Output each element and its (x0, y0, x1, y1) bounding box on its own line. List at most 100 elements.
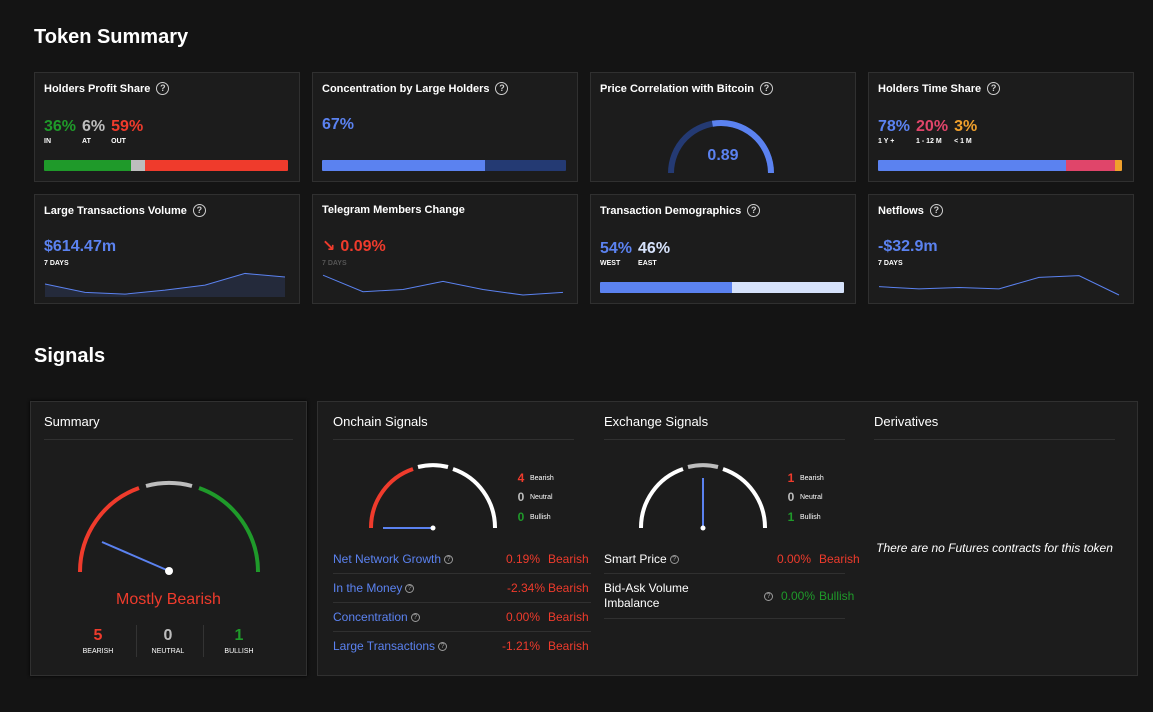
bar-segment (130, 160, 146, 171)
signal-row-concentration[interactable]: Concentration? 0.00% Bearish (333, 610, 591, 624)
summary-bullish-count: 1 (234, 627, 244, 644)
telegram-card: Telegram Members Change ↘ 0.09% 7 DAYS (312, 194, 578, 304)
time-1m-value: 3% (954, 118, 978, 135)
bar-segment (878, 160, 1067, 171)
price-correlation-card: Price Correlation with Bitcoin ? 0.89 (590, 72, 856, 182)
help-icon[interactable]: ? (763, 591, 773, 601)
divider (203, 625, 204, 657)
help-icon[interactable]: ? (495, 82, 509, 95)
signal-status: Bearish (548, 610, 589, 624)
summary-neutral-label: NEUTRAL (151, 648, 185, 655)
signal-percent: 0.00% (776, 552, 811, 566)
divider (333, 631, 591, 632)
west-label: WEST (600, 260, 621, 267)
concentration-bar (322, 160, 566, 171)
signal-status: Bullish (819, 589, 855, 603)
bar-segment (44, 160, 131, 171)
correlation-gauge-fill (711, 120, 774, 174)
summary-bearish-count: 5 (93, 627, 103, 644)
netflows-value: -$32.9m (878, 238, 938, 255)
summary-neutral-count: 0 (163, 627, 173, 644)
signal-row-smart-price[interactable]: Smart Price? 0.00% Bearish (604, 552, 862, 566)
help-icon[interactable]: ? (929, 204, 943, 217)
holders-time-share-title: Holders Time Share (878, 82, 982, 95)
sparkline-line (322, 274, 564, 296)
help-icon[interactable]: ? (156, 82, 170, 95)
signal-row-net-network-growth[interactable]: Net Network Growth? 0.19% Bearish (333, 552, 591, 566)
signal-name[interactable]: Large Transactions (333, 639, 436, 653)
profit-in-value: 36% (44, 118, 77, 135)
exchange-bearish-count: 1 (787, 471, 795, 485)
exchange-bullish-label: Bullish (800, 513, 821, 521)
signal-name[interactable]: Net Network Growth (333, 552, 442, 566)
help-icon[interactable]: ? (192, 204, 206, 217)
sparkline-area (45, 273, 285, 297)
exchange-neutral-label: Neutral (800, 493, 823, 501)
bar-segment (731, 282, 844, 293)
signal-status: Bearish (548, 552, 589, 566)
gauge-bullish-arc (452, 467, 498, 529)
onchain-neutral-count: 0 (517, 490, 525, 504)
transaction-demographics-title: Transaction Demographics (600, 204, 742, 217)
divider (604, 573, 845, 574)
onchain-bullish-label: Bullish (530, 513, 551, 521)
large-transactions-card: Large Transactions Volume ? $614.47m 7 D… (34, 194, 300, 304)
telegram-sparkline (322, 274, 564, 296)
gauge-bullish-arc (722, 467, 768, 529)
derivatives-title: Derivatives (874, 414, 939, 429)
holders-time-bar (878, 160, 1122, 171)
exchange-neutral-count: 0 (787, 490, 795, 504)
signal-status: Bearish (819, 552, 860, 566)
signal-row-large-transactions[interactable]: Large Transactions? -1.21% Bearish (333, 639, 591, 653)
help-icon[interactable]: ? (747, 204, 761, 217)
exchange-bearish-label: Bearish (800, 474, 824, 482)
east-value: 46% (638, 240, 671, 257)
summary-gauge (77, 480, 261, 575)
gauge-neutral-arc (145, 480, 193, 488)
signals-summary-card: Summary Mostly Bearish 5 BEARISH 0 NEUTR… (30, 401, 307, 676)
help-icon[interactable]: ? (410, 613, 420, 623)
gauge-bearish-arc (638, 467, 684, 529)
signal-name[interactable]: Smart Price (604, 552, 667, 566)
concentration-bar-fill (322, 160, 486, 171)
help-icon[interactable]: ? (438, 642, 448, 652)
help-icon[interactable]: ? (405, 584, 415, 594)
help-icon[interactable]: ? (669, 555, 679, 565)
token-summary-heading: Token Summary (34, 26, 189, 48)
signal-row-bid-ask-volume-imbalance[interactable]: Bid-Ask Volume Imbalance ? 0.00% Bullish (604, 581, 862, 611)
signal-name[interactable]: Concentration (333, 610, 408, 624)
bar-segment (1114, 160, 1122, 171)
sparkline-line (878, 275, 1120, 296)
help-icon[interactable]: ? (444, 555, 454, 565)
period-label: 7 DAYS (878, 260, 903, 267)
holders-time-share-card: Holders Time Share ? 78% 1 Y + 20% 1 - 12 … (868, 72, 1134, 182)
large-transactions-sparkline (44, 272, 286, 297)
transaction-demographics-card: Transaction Demographics ? 54% WEST 46% EA… (590, 194, 856, 304)
demographics-bar (600, 282, 844, 293)
signal-row-in-the-money[interactable]: In the Money? -2.34% Bearish (333, 581, 591, 595)
price-correlation-title: Price Correlation with Bitcoin (600, 82, 755, 95)
telegram-value: 0.09% (340, 238, 386, 255)
signals-detail-card: Onchain Signals 4 Bearish 0 Neutral 0 Bulli… (317, 401, 1138, 676)
divider (44, 439, 293, 440)
help-icon[interactable]: ? (760, 82, 774, 95)
help-icon[interactable]: ? (987, 82, 1001, 95)
signal-status: Bearish (548, 581, 589, 595)
summary-bearish-label: BEARISH (82, 648, 114, 655)
signal-percent: 0.00% (505, 610, 540, 624)
gauge-neutral-arc (417, 463, 449, 469)
signal-status: Bearish (548, 639, 589, 653)
gauge-neutral-arc (687, 463, 719, 469)
signal-percent: -1.21% (501, 639, 540, 653)
signal-name[interactable]: In the Money (333, 581, 403, 595)
profit-out-value: 59% (111, 118, 144, 135)
telegram-title: Telegram Members Change (322, 204, 465, 216)
signal-name[interactable]: Bid-Ask Volume Imbalance (604, 581, 689, 610)
gauge-needle (101, 541, 170, 572)
netflows-sparkline (878, 275, 1120, 296)
signal-percent: 0.00% (780, 589, 815, 603)
onchain-bullish-count: 0 (517, 510, 525, 524)
holders-profit-share-title: Holders Profit Share (44, 82, 151, 95)
bar-segment (145, 160, 288, 171)
profit-in-label: IN (44, 138, 51, 145)
